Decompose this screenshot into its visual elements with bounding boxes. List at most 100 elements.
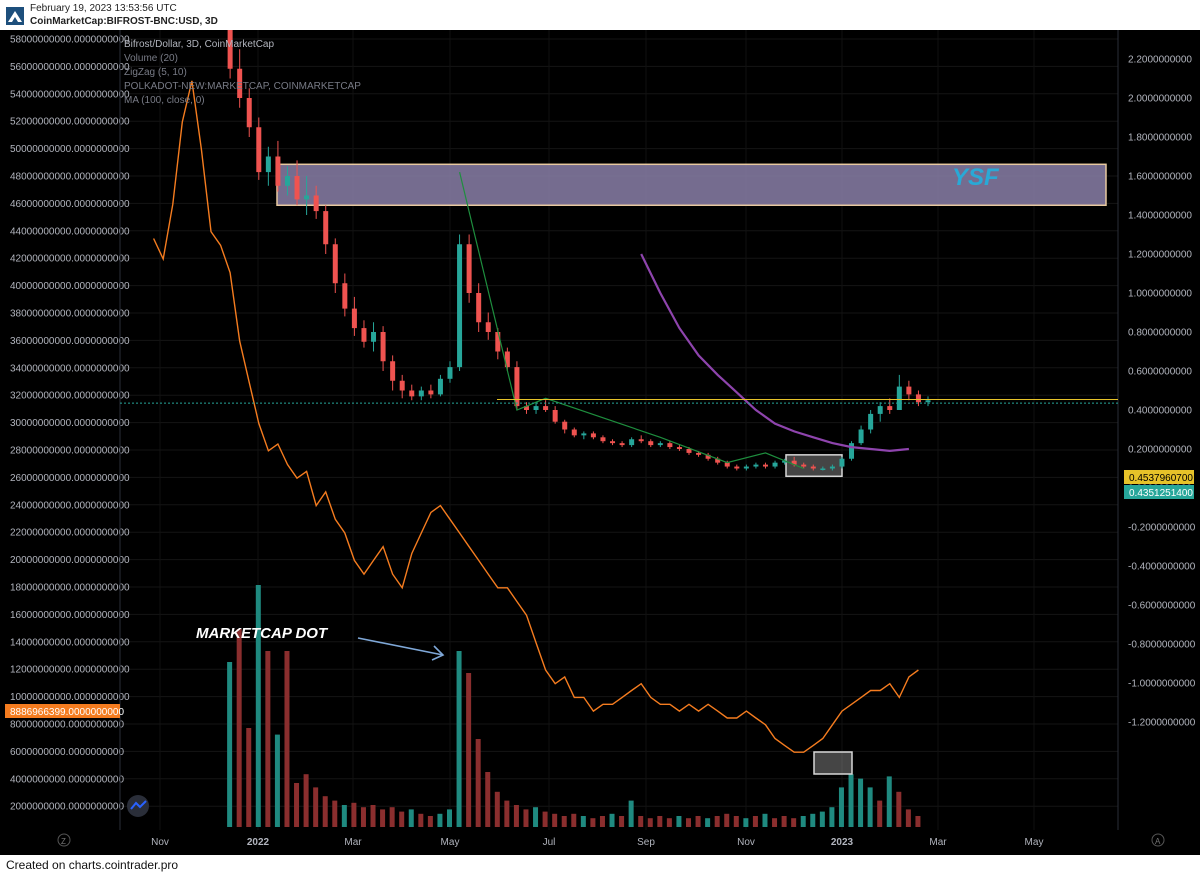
- last-high-value: 0.4537960700: [1129, 473, 1193, 484]
- candle-body: [906, 386, 912, 395]
- left-axis-tick: 48000000000.0000000000: [10, 172, 130, 183]
- candle-body: [829, 466, 835, 469]
- left-axis-tick: 52000000000.0000000000: [10, 117, 130, 128]
- candle-body: [332, 244, 338, 284]
- candle-body: [552, 410, 558, 422]
- volume-bar: [590, 818, 596, 827]
- ysf-watermark: YSF: [952, 164, 1000, 191]
- volume-bar: [638, 816, 644, 827]
- candle-body: [466, 244, 472, 293]
- left-axis-tick: 24000000000.0000000000: [10, 500, 130, 511]
- volume-bar: [274, 734, 280, 827]
- candle-body: [868, 413, 874, 430]
- moving-average-line: [640, 253, 910, 453]
- volume-bar: [580, 816, 586, 827]
- right-axis-tick: 1.4000000000: [1128, 211, 1192, 222]
- left-axis-tick: 42000000000.0000000000: [10, 254, 130, 265]
- auto-scale-icon[interactable]: [1151, 833, 1165, 847]
- marketcap-dot-line: [152, 80, 919, 753]
- volume-bar: [504, 800, 510, 827]
- right-axis-tick: -0.6000000000: [1128, 601, 1196, 612]
- volume-bar: [571, 813, 577, 827]
- marketcap-low-box: [813, 751, 853, 775]
- volume-bar: [666, 818, 672, 827]
- candle-body: [495, 332, 501, 352]
- right-axis-tick: 2.0000000000: [1128, 94, 1192, 105]
- volume-bar: [810, 813, 816, 827]
- last-close-value: 0.4351251400: [1129, 488, 1193, 499]
- timezone-icon[interactable]: [57, 833, 71, 847]
- volume-bar: [829, 807, 835, 827]
- chart-area[interactable]: 58000000000.0000000000 56000000000.000000…: [0, 0, 1200, 855]
- right-axis-tick: 1.0000000000: [1128, 289, 1192, 300]
- candle-body: [514, 367, 520, 407]
- volume-bar: [418, 813, 424, 827]
- right-axis-tick: 0.2000000000: [1128, 445, 1192, 456]
- legend: Bifrost/Dollar, 3D, CoinMarketCap Volume…: [124, 39, 361, 106]
- candle-body: [390, 361, 396, 381]
- candle-body: [724, 462, 730, 467]
- volume-bar: [733, 816, 739, 827]
- volume-bar: [819, 811, 825, 827]
- svg-text:A: A: [1155, 837, 1161, 846]
- overlay-price-label: 8886966399.0000000000: [5, 704, 124, 718]
- candle-body: [858, 429, 864, 444]
- chart-symbol: CoinMarketCap:BIFROST-BNC:USD, 3D: [30, 16, 218, 27]
- ma-series: [640, 253, 910, 453]
- candle-body: [820, 468, 826, 470]
- volume-bar: [686, 818, 691, 827]
- snapshot-datetime: February 19, 2023 13:53:56 UTC: [30, 3, 177, 14]
- chart-footer: Created on charts.cointrader.pro: [0, 855, 1200, 875]
- candle-body: [657, 443, 663, 446]
- volume-bar: [360, 807, 366, 827]
- volume-bar: [380, 809, 386, 827]
- supply-zone: [276, 163, 1107, 775]
- svg-text:Z: Z: [61, 837, 66, 846]
- volume-bar: [599, 816, 605, 827]
- volume-bar: [905, 809, 911, 827]
- candle-body: [304, 195, 310, 200]
- last-high-label: 0.4537960700: [1124, 470, 1194, 484]
- left-axis-tick: 14000000000.0000000000: [10, 637, 130, 648]
- volume-bar: [533, 807, 539, 827]
- candle-body: [246, 98, 252, 128]
- volume-bar: [858, 778, 864, 827]
- time-axis-tick: 2022: [247, 837, 270, 848]
- tradingview-logo-icon[interactable]: [127, 795, 149, 817]
- candle-body: [810, 466, 816, 469]
- marketcap-arrow: [357, 637, 444, 656]
- candle-body: [485, 322, 491, 332]
- volume-bar: [341, 805, 347, 827]
- right-axis-tick: 0.6000000000: [1128, 367, 1192, 378]
- left-axis-tick: 46000000000.0000000000: [10, 199, 130, 210]
- grid: [120, 30, 1118, 830]
- volume-bar: [647, 818, 653, 827]
- left-axis-tick: 6000000000.0000000000: [10, 747, 124, 758]
- candle-body: [581, 433, 587, 436]
- candle-body: [839, 458, 845, 467]
- candle-body: [523, 406, 529, 410]
- candle-body: [925, 400, 931, 403]
- candle-body: [457, 244, 463, 368]
- candle-body: [877, 406, 883, 414]
- overlay-last-value: 8886966399.0000000000: [10, 707, 124, 718]
- volume-bar: [619, 816, 625, 827]
- time-axis-tick: Sep: [637, 837, 655, 848]
- candle-body: [782, 460, 788, 463]
- volume-bar: [542, 811, 548, 827]
- volume-bar: [523, 809, 529, 827]
- volume-bar: [303, 774, 309, 827]
- resistance-zone-box: [276, 163, 1107, 207]
- chart-canvas[interactable]: 58000000000.0000000000 56000000000.000000…: [0, 0, 1200, 855]
- candle-body: [504, 351, 510, 368]
- volume-bar: [408, 809, 414, 827]
- right-axis-tick: -1.0000000000: [1128, 679, 1196, 690]
- left-axis-tick: 56000000000.0000000000: [10, 62, 130, 73]
- volume-bar: [772, 818, 778, 827]
- volume-bar: [313, 787, 319, 827]
- left-axis-tick: 30000000000.0000000000: [10, 418, 130, 429]
- price-lines: [120, 399, 1118, 404]
- volume-bars: [227, 585, 921, 827]
- volume-bar: [322, 796, 328, 827]
- zigzag-line: [459, 171, 804, 470]
